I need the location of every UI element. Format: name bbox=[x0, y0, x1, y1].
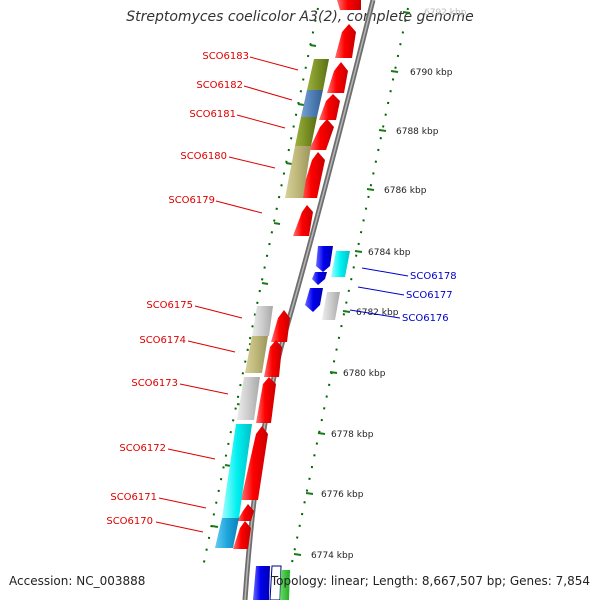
gene-label-sco6170: SCO6170 bbox=[106, 516, 153, 527]
gene-arrow-sco6182 bbox=[327, 62, 348, 93]
feature-box-olive-1 bbox=[307, 59, 329, 90]
gene-arrow-sco6176 bbox=[305, 288, 323, 312]
scale-tracks bbox=[201, 7, 409, 573]
gene-label-sco6172: SCO6172 bbox=[119, 443, 166, 454]
feature-box-gray-1 bbox=[252, 306, 273, 336]
scale-label: 6788 kbp bbox=[396, 127, 439, 137]
gene-label-sco6177: SCO6177 bbox=[406, 290, 453, 301]
bottom-partial-genes bbox=[253, 565, 290, 600]
forward-gene-labels: SCO6183 SCO6182 SCO6181 SCO6180 SCO6179 … bbox=[106, 51, 249, 527]
gene-arrow-top bbox=[337, 0, 361, 10]
gene-arrow-sco6175 bbox=[271, 310, 290, 342]
feature-box-sky bbox=[215, 518, 239, 548]
scale-label: 6776 kbp bbox=[321, 490, 364, 500]
gene-arrow-sco6178 bbox=[316, 246, 333, 272]
feature-box-steel bbox=[301, 90, 323, 117]
forward-gene-arrows bbox=[233, 0, 361, 549]
feature-box-cyan-rev bbox=[331, 251, 350, 277]
genome-info-label: Topology: linear; Length: 8,667,507 bp; … bbox=[270, 574, 590, 588]
left-scale-track bbox=[201, 7, 319, 573]
gene-arrow-sco6177 bbox=[312, 272, 327, 285]
scale-axis: 6792 kbp 6790 kbp 6788 kbp 6786 kbp 6784… bbox=[293, 8, 467, 561]
scale-label: 6784 kbp bbox=[368, 248, 411, 258]
gene-label-sco6180: SCO6180 bbox=[180, 151, 227, 162]
gene-label-sco6182: SCO6182 bbox=[196, 80, 243, 91]
accession-label: Accession: NC_003888 bbox=[9, 574, 146, 588]
forward-feature-boxes bbox=[215, 59, 329, 548]
feature-box-gray-rev bbox=[322, 292, 340, 320]
scale-label: 6786 kbp bbox=[384, 186, 427, 196]
feature-box-cyan bbox=[222, 424, 252, 518]
scale-label: 6778 kbp bbox=[331, 430, 374, 440]
scale-label: 6782 kbp bbox=[356, 308, 399, 318]
scale-label: 6792 kbp bbox=[424, 8, 467, 18]
gene-label-sco6175: SCO6175 bbox=[146, 300, 193, 311]
gene-arrow-sco6183 bbox=[335, 24, 356, 58]
reverse-label-lines bbox=[349, 267, 409, 319]
gene-label-sco6176: SCO6176 bbox=[402, 313, 449, 324]
scale-label: 6790 kbp bbox=[410, 68, 453, 78]
gene-label-sco6171: SCO6171 bbox=[110, 492, 157, 503]
gene-arrow-sco6174 bbox=[264, 340, 282, 377]
feature-box-khaki-1 bbox=[285, 146, 311, 198]
forward-label-lines bbox=[155, 56, 299, 533]
scale-label: 6780 kbp bbox=[343, 369, 386, 379]
gene-arrow-sco6179-a bbox=[300, 152, 325, 198]
gene-arrow-sco6171 bbox=[237, 504, 254, 521]
gene-label-sco6179: SCO6179 bbox=[168, 195, 215, 206]
feature-box-olive-2 bbox=[295, 117, 317, 146]
gene-arrow-sco6172 bbox=[241, 426, 268, 500]
genome-title: Streptomyces coelicolor A3(2), complete … bbox=[126, 9, 474, 25]
reverse-gene-arrows bbox=[305, 246, 350, 320]
gene-label-sco6174: SCO6174 bbox=[139, 335, 186, 346]
gene-arrow-sco6173 bbox=[256, 377, 276, 423]
reverse-gene-labels: SCO6178 SCO6177 SCO6176 bbox=[402, 271, 457, 324]
scale-label: 6774 kbp bbox=[311, 551, 354, 561]
feature-box-gray-2 bbox=[237, 377, 260, 420]
gene-label-sco6183: SCO6183 bbox=[202, 51, 249, 62]
gene-arrow-sco6179-b bbox=[293, 205, 313, 236]
gene-label-sco6173: SCO6173 bbox=[131, 378, 178, 389]
gene-arrow-sco6180 bbox=[309, 119, 334, 150]
gene-arrow-sco6181 bbox=[319, 94, 340, 120]
right-scale-track bbox=[289, 7, 409, 573]
feature-box-khaki-2 bbox=[245, 336, 268, 373]
gene-label-sco6181: SCO6181 bbox=[189, 109, 236, 120]
gene-label-sco6178: SCO6178 bbox=[410, 271, 457, 282]
gene-arrow-sco6170 bbox=[233, 521, 251, 549]
